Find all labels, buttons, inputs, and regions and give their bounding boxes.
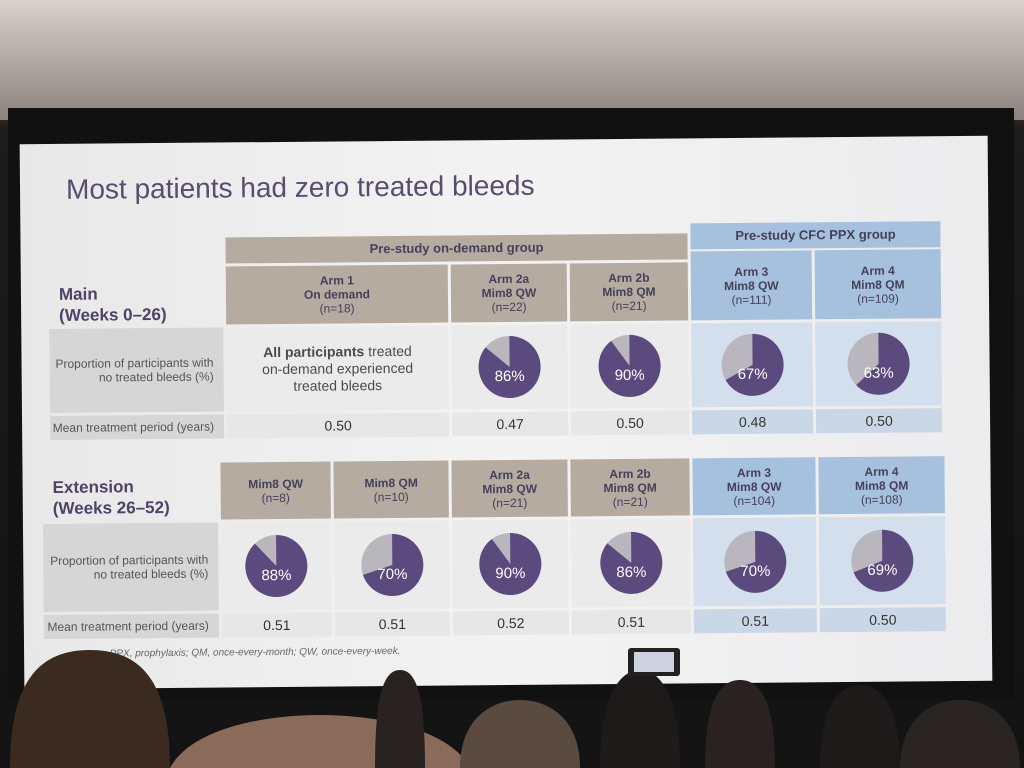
- arm-name: Arm 4 Mim8 QM: [851, 263, 905, 292]
- pie-label: 70%: [377, 566, 407, 583]
- proportion-cell: 70%: [333, 520, 450, 610]
- pie-slice: [725, 530, 786, 593]
- mean-treatment-value: 0.50: [815, 408, 943, 434]
- pie-chart: 67%: [721, 333, 784, 396]
- audience-silhouettes: [10, 648, 1020, 768]
- pie-chart: 88%: [245, 535, 308, 598]
- mean-treatment-value: 0.51: [334, 611, 450, 637]
- arm-name: Arm 2a Mim8 QW: [482, 467, 538, 496]
- arm-header: Arm 2b Mim8 QM (n=21): [570, 458, 690, 517]
- pie-label: 86%: [616, 564, 646, 581]
- group-header-cfc-ppx: Pre-study CFC PPX group: [690, 221, 941, 250]
- pie-chart: 69%: [851, 529, 914, 592]
- arm-name: Arm 2a Mim8 QW: [481, 271, 537, 301]
- pie-slice: [853, 529, 914, 592]
- pie-slice: [362, 534, 423, 596]
- arm-header: Arm 4 Mim8 QM (n=108): [818, 456, 945, 515]
- main-section-label: Main (Weeks 0–26): [58, 284, 167, 325]
- proportion-cell: 88%: [220, 521, 332, 611]
- pie-slice: [479, 532, 542, 595]
- arm-name: Arm 3 Mim8 QW: [723, 264, 779, 293]
- arm-header: Arm 1 On demand (n=18): [225, 264, 449, 325]
- arm-n: (n=108): [860, 492, 903, 507]
- pie-slice: [725, 333, 784, 396]
- extension-mean-row-label: Mean treatment period (years): [43, 613, 219, 640]
- proportion-cell: 90%: [570, 323, 689, 409]
- mean-treatment-value: 0.51: [221, 612, 332, 638]
- pie-label: 90%: [495, 565, 525, 582]
- pie-label: 88%: [261, 567, 291, 584]
- proportion-cell: 63%: [815, 321, 942, 407]
- arm-name: Mim8 QM: [364, 475, 418, 490]
- proportion-cell: 86%: [570, 518, 691, 608]
- mean-treatment-value: 0.47: [451, 411, 569, 437]
- arm-n: (n=8): [261, 490, 290, 505]
- extension-proportion-row-label: Proportion of participants with no treat…: [42, 522, 219, 613]
- arm-name: Mim8 QW: [248, 476, 303, 491]
- mean-treatment-value: 0.50: [570, 410, 690, 436]
- arm-name: Arm 1 On demand: [303, 273, 371, 302]
- arm-name: Arm 3 Mim8 QW: [726, 465, 782, 494]
- ceiling: [0, 0, 1024, 120]
- proportion-cell: 67%: [691, 322, 813, 408]
- pie-label: 69%: [867, 562, 897, 579]
- mean-treatment-value: 0.51: [693, 608, 817, 634]
- arm1-note: All participants treated on-demand exper…: [262, 342, 414, 394]
- arm-name: Arm 2b Mim8 QM: [602, 270, 656, 300]
- proportion-cell: 69%: [818, 516, 946, 606]
- mean-treatment-value: 0.50: [227, 412, 450, 439]
- pie-chart: 70%: [360, 534, 423, 597]
- arm-n: (n=10): [373, 489, 409, 504]
- mean-treatment-value: 0.51: [571, 609, 691, 635]
- pie-label: 70%: [740, 563, 770, 580]
- arm-name: Arm 2b Mim8 QM: [603, 466, 657, 495]
- arm-n: (n=21): [612, 494, 648, 509]
- pie-chart: 90%: [598, 334, 661, 397]
- mean-treatment-value: 0.50: [819, 607, 946, 633]
- slide: Most patients had zero treated bleeds Ma…: [19, 135, 993, 690]
- mean-treatment-value: 0.52: [452, 610, 569, 636]
- main-mean-row-label: Mean treatment period (years): [50, 414, 225, 440]
- arm-header: Arm 2b Mim8 QM (n=21): [569, 262, 689, 322]
- pie-slice: [599, 531, 662, 594]
- arm-header: Arm 2a Mim8 QW (n=22): [450, 263, 568, 323]
- main-proportion-row-label: Proportion of participants with no treat…: [49, 327, 224, 413]
- pie-slice: [245, 535, 308, 598]
- arm-header: Mim8 QW (n=8): [220, 461, 331, 520]
- pie-label: 67%: [737, 366, 767, 383]
- pie-chart: 63%: [847, 332, 910, 395]
- arm-n: (n=104): [733, 493, 776, 508]
- arm-header: Arm 3 Mim8 QW (n=111): [690, 250, 813, 321]
- pie-slice: [598, 334, 661, 397]
- arm-n: (n=18): [319, 301, 355, 316]
- proportion-cell: All participants treated on-demand exper…: [226, 325, 449, 412]
- pie-chart: 86%: [599, 531, 662, 594]
- proportion-cell: 86%: [451, 324, 568, 410]
- pie-chart: 90%: [479, 532, 542, 595]
- proportion-cell: 90%: [451, 519, 569, 609]
- pie-label: 86%: [495, 368, 525, 385]
- pie-slice: [478, 335, 541, 398]
- arm-n: (n=21): [492, 495, 528, 510]
- arm-header: Arm 2a Mim8 QW (n=21): [451, 459, 568, 518]
- arm-n: (n=21): [611, 298, 647, 314]
- pie-label: 63%: [864, 365, 894, 382]
- mean-treatment-value: 0.48: [691, 409, 814, 435]
- pie-slice: [856, 332, 910, 395]
- arm-name: Arm 4 Mim8 QM: [854, 464, 909, 493]
- pie-chart: 70%: [723, 530, 786, 593]
- arm-n: (n=111): [731, 292, 772, 307]
- arm-header: Arm 3 Mim8 QW (n=104): [692, 457, 816, 516]
- extension-section-label: Extension (Weeks 26–52): [52, 477, 170, 518]
- arm-header: Arm 4 Mim8 QM (n=109): [814, 249, 942, 320]
- arm-n: (n=22): [491, 299, 527, 315]
- pie-label: 90%: [615, 367, 645, 384]
- arm-n: (n=109): [857, 291, 899, 306]
- arm-header: Mim8 QM (n=10): [333, 460, 449, 519]
- group-header-on-demand: Pre-study on-demand group: [225, 233, 688, 264]
- pie-chart: 86%: [478, 335, 541, 398]
- slide-title: Most patients had zero treated bleeds: [65, 169, 535, 205]
- proportion-cell: 70%: [692, 517, 817, 607]
